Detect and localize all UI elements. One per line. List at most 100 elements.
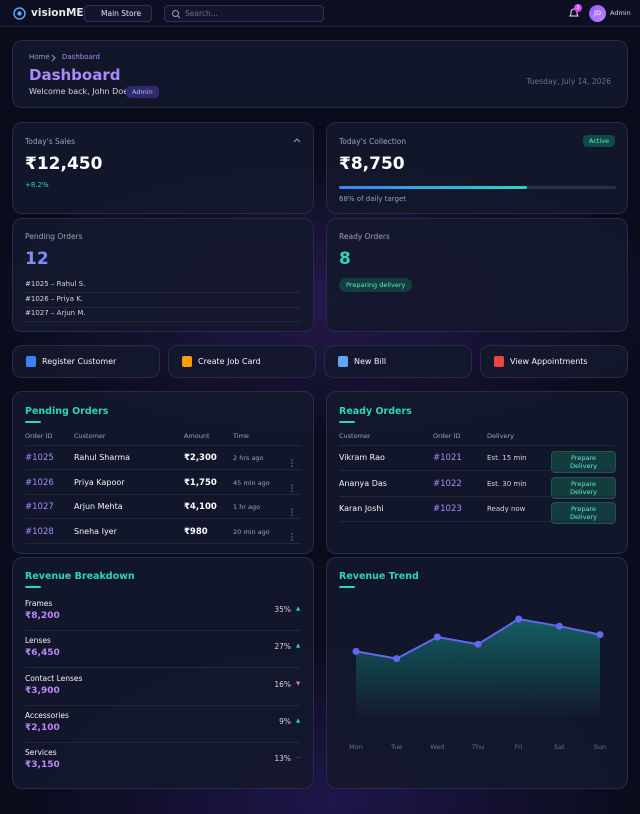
trend-indicator: ▲ — [296, 717, 301, 724]
page-title: Dashboard — [29, 66, 121, 84]
item-amount: ₹2,100 — [25, 722, 60, 733]
pending-orders-card: Pending Orders Order ID Customer Amount Tim… — [12, 391, 314, 554]
status-badge: Preparing delivery — [339, 278, 413, 292]
breadcrumb-home[interactable]: Home — [29, 53, 50, 61]
sales-card: Today's Sales ₹12,450 +8.2% — [12, 122, 314, 214]
column-header: Customer — [339, 432, 371, 440]
data-point — [433, 633, 441, 641]
x-tick-label: Thu — [471, 743, 484, 751]
table-cell: ₹4,100 — [184, 502, 217, 512]
table-cell: Est. 15 min — [487, 454, 527, 462]
x-tick-label: Mon — [349, 743, 363, 751]
brand: visionME — [31, 7, 84, 19]
section-title: Pending Orders — [25, 406, 109, 417]
table-cell: Arjun Mehta — [74, 502, 123, 511]
table-cell: 2 hrs ago — [233, 454, 264, 462]
table-cell: Priya Kapoor — [74, 477, 125, 487]
action-icon — [26, 356, 36, 367]
divider — [25, 630, 301, 631]
table-cell: Vikram Rao — [339, 453, 385, 462]
row-menu[interactable] — [290, 453, 294, 467]
stat-value: 12 — [25, 249, 49, 269]
action-icon — [338, 356, 348, 367]
action-button[interactable]: View Appointments — [480, 345, 628, 378]
item-amount: ₹6,450 — [25, 648, 60, 659]
stat-value: 8 — [339, 249, 351, 269]
row-menu[interactable] — [290, 527, 294, 541]
action-label: Create Job Card — [198, 357, 261, 366]
table-cell[interactable]: #1025 — [25, 453, 54, 463]
prepare-button[interactable]: Prepare Delivery — [551, 451, 616, 473]
role-badge: Admin — [126, 86, 159, 98]
item-amount: ₹3,150 — [25, 760, 60, 771]
divider — [25, 292, 301, 293]
section-title: Ready Orders — [339, 406, 412, 417]
revenue-breakdown-card: Revenue Breakdown Frames ₹8,200 35% ▲ Lenses… — [12, 557, 314, 789]
table-cell[interactable]: #1022 — [433, 478, 462, 489]
prepare-button[interactable]: Prepare Delivery — [551, 502, 616, 524]
divider — [25, 542, 301, 544]
data-point — [555, 622, 563, 630]
stat-label: Pending Orders — [25, 232, 83, 241]
divider — [339, 521, 615, 522]
divider — [25, 445, 301, 446]
notification-badge: 3 — [574, 4, 582, 12]
action-button[interactable]: New Bill — [324, 345, 472, 378]
search-box[interactable]: Search... — [164, 5, 324, 22]
column-header: Delivery — [487, 432, 514, 440]
divider — [25, 469, 301, 470]
pending-item: #1027 – Arjun M. — [25, 309, 86, 317]
table-cell[interactable]: #1026 — [25, 477, 54, 488]
progress-track — [339, 186, 616, 189]
action-button[interactable]: Create Job Card — [168, 345, 316, 378]
table-cell[interactable]: #1021 — [433, 453, 462, 463]
title-underline — [25, 586, 41, 588]
collection-card: Today's Collection Active ₹8,750 68% of … — [326, 122, 628, 214]
table-cell[interactable]: #1023 — [433, 504, 462, 514]
prepare-button[interactable]: Prepare Delivery — [551, 476, 616, 499]
collapse-icon[interactable] — [293, 137, 301, 143]
row-menu[interactable] — [290, 502, 294, 516]
top-nav: visionME Main Store Search... 3 JD Admin — [0, 0, 640, 27]
divider — [339, 470, 615, 471]
data-point — [515, 615, 523, 623]
item-name: Lenses — [25, 636, 51, 646]
trend-indicator: ▲ — [296, 643, 301, 650]
row-menu[interactable] — [290, 478, 294, 492]
item-name: Services — [25, 748, 57, 758]
trend-indicator: ▲ — [296, 606, 301, 612]
column-header: Time — [233, 432, 249, 440]
item-share: 9% — [279, 716, 291, 726]
table-cell: ₹1,750 — [184, 477, 217, 488]
data-point — [474, 640, 482, 648]
item-share: 35% — [274, 605, 291, 614]
ready-orders-card: Ready Orders Customer Order ID Delivery Vik… — [326, 391, 628, 554]
table-cell[interactable]: #1028 — [25, 526, 54, 537]
stat-value: ₹8,750 — [339, 154, 405, 174]
table-cell: 45 min ago — [233, 478, 270, 487]
divider — [25, 667, 301, 669]
avatar[interactable]: JD — [589, 5, 606, 22]
trend-indicator: ▼ — [296, 680, 301, 687]
stat-label: Today's Sales — [25, 137, 76, 146]
x-tick-label: Fri — [515, 743, 523, 751]
date: Tuesday, July 14, 2026 — [526, 77, 611, 86]
table-cell[interactable]: #1027 — [25, 502, 54, 512]
column-header: Order ID — [433, 432, 461, 440]
divider — [25, 321, 301, 322]
action-button[interactable]: Register Customer — [12, 345, 160, 378]
item-name: Contact Lenses — [25, 673, 83, 683]
table-cell: Rahul Sharma — [74, 453, 131, 462]
stat-value: ₹12,450 — [25, 154, 103, 174]
column-header: Amount — [184, 432, 210, 440]
data-point — [596, 631, 604, 639]
item-amount: ₹3,900 — [25, 685, 60, 696]
action-label: View Appointments — [510, 357, 588, 366]
divider — [339, 495, 615, 497]
pending-item: #1025 – Rahul S. — [25, 280, 86, 288]
table-cell: ₹2,300 — [184, 453, 217, 463]
table-cell: 1 hr ago — [233, 503, 261, 511]
stat-label: Ready Orders — [339, 232, 390, 241]
store-selector[interactable]: Main Store — [84, 5, 152, 22]
stat-change: +8.2% — [25, 181, 49, 189]
